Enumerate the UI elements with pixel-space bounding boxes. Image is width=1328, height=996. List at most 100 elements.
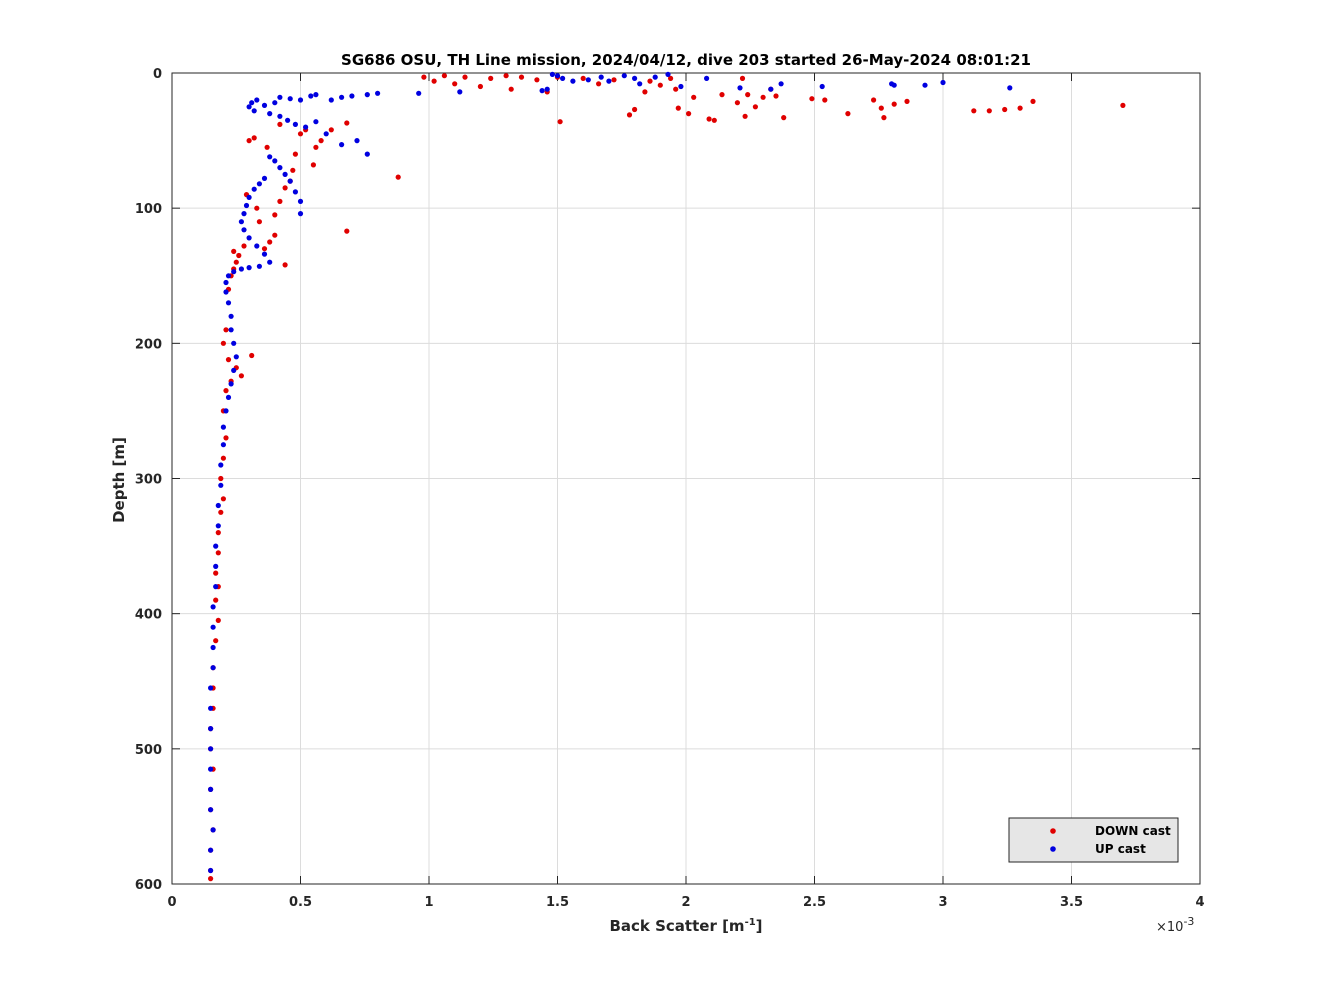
up-cast-point bbox=[297, 198, 304, 204]
down-cast-point bbox=[518, 74, 525, 80]
down-cast-point bbox=[223, 327, 229, 333]
down-cast-point bbox=[986, 108, 992, 114]
series-down-cast bbox=[208, 73, 1126, 882]
up-cast-point bbox=[678, 83, 684, 90]
down-cast-point bbox=[215, 530, 221, 536]
up-cast-point bbox=[223, 279, 229, 286]
up-cast-point bbox=[292, 189, 298, 195]
up-cast-point bbox=[208, 786, 214, 793]
up-cast-point bbox=[215, 502, 221, 509]
down-cast-point bbox=[220, 496, 226, 502]
down-cast-point bbox=[246, 138, 252, 144]
up-cast-point bbox=[292, 121, 298, 127]
up-cast-point bbox=[228, 313, 234, 319]
up-cast-point bbox=[375, 90, 381, 96]
up-cast-point bbox=[233, 354, 239, 360]
down-cast-point bbox=[318, 138, 324, 144]
down-cast-point bbox=[215, 617, 221, 624]
legend: DOWN cast UP cast bbox=[1008, 817, 1179, 863]
down-cast-point bbox=[218, 509, 224, 515]
up-cast-point bbox=[313, 92, 319, 98]
up-cast-point bbox=[225, 394, 232, 400]
up-cast-point bbox=[218, 482, 224, 488]
up-cast-point bbox=[544, 86, 550, 92]
down-cast-point bbox=[213, 638, 219, 644]
down-cast-point bbox=[745, 92, 751, 98]
up-cast-point bbox=[323, 131, 329, 137]
up-cast-point bbox=[303, 124, 309, 130]
down-cast-point bbox=[881, 115, 887, 121]
y-tick-label: 500 bbox=[135, 743, 162, 758]
down-cast-point bbox=[734, 100, 741, 106]
down-cast-point bbox=[557, 119, 563, 125]
up-cast-point bbox=[891, 82, 897, 88]
up-cast-point bbox=[267, 154, 273, 160]
legend-marker-up-cast bbox=[1050, 846, 1056, 852]
down-cast-point bbox=[642, 89, 648, 95]
up-cast-point bbox=[308, 93, 314, 99]
up-cast-point bbox=[287, 96, 293, 102]
up-cast-point bbox=[238, 266, 244, 272]
down-cast-point bbox=[691, 94, 697, 100]
up-cast-point bbox=[282, 171, 288, 177]
up-cast-point bbox=[267, 259, 273, 265]
down-cast-point bbox=[891, 101, 897, 107]
up-cast-point bbox=[364, 151, 370, 157]
up-cast-point bbox=[246, 235, 252, 241]
down-cast-point bbox=[752, 104, 759, 110]
down-cast-point bbox=[488, 75, 494, 81]
down-cast-point bbox=[739, 75, 746, 81]
up-cast-point bbox=[220, 424, 226, 430]
up-cast-point bbox=[208, 685, 214, 691]
down-cast-point bbox=[220, 340, 226, 346]
up-cast-point bbox=[210, 644, 216, 651]
up-cast-point bbox=[277, 113, 283, 119]
up-cast-point bbox=[364, 92, 370, 98]
down-cast-point bbox=[632, 106, 638, 113]
down-cast-point bbox=[719, 92, 725, 98]
y-tick-label: 400 bbox=[135, 608, 162, 623]
down-cast-point bbox=[277, 121, 283, 127]
up-cast-point bbox=[231, 340, 237, 346]
up-cast-point bbox=[254, 243, 260, 249]
up-cast-point bbox=[632, 75, 638, 81]
up-cast-point bbox=[213, 563, 219, 570]
x-tick-label: 4 bbox=[1195, 895, 1204, 910]
legend-label-down-cast: DOWN cast bbox=[1095, 824, 1171, 838]
chart-title: SG686 OSU, TH Line mission, 2024/04/12, … bbox=[341, 51, 1031, 69]
down-cast-point bbox=[344, 120, 350, 126]
up-cast-point bbox=[606, 78, 612, 84]
x-multiplier-base: ×10 bbox=[1156, 920, 1183, 935]
up-cast-point bbox=[225, 300, 232, 306]
down-cast-point bbox=[297, 131, 304, 137]
up-cast-point bbox=[246, 104, 252, 110]
up-cast-point bbox=[261, 251, 268, 257]
down-cast-point bbox=[534, 77, 540, 83]
down-cast-point bbox=[310, 162, 316, 168]
down-cast-point bbox=[477, 83, 483, 90]
up-cast-point bbox=[238, 219, 244, 225]
down-cast-point bbox=[344, 228, 350, 234]
down-cast-point bbox=[241, 243, 247, 249]
up-cast-point bbox=[220, 442, 226, 448]
down-cast-point bbox=[1120, 102, 1126, 108]
down-cast-point bbox=[254, 205, 260, 211]
up-cast-point bbox=[287, 178, 293, 184]
up-cast-point bbox=[208, 746, 214, 752]
y-tick-label: 300 bbox=[135, 473, 162, 488]
down-cast-point bbox=[611, 77, 617, 83]
up-cast-point bbox=[208, 807, 214, 813]
down-cast-point bbox=[452, 81, 458, 87]
up-cast-point bbox=[241, 227, 247, 233]
up-cast-point bbox=[1007, 85, 1013, 91]
up-cast-point bbox=[768, 86, 774, 92]
down-cast-point bbox=[249, 352, 255, 359]
down-cast-point bbox=[272, 232, 278, 238]
down-cast-point bbox=[267, 239, 273, 245]
down-cast-point bbox=[1030, 98, 1036, 104]
y-tick-label: 100 bbox=[135, 202, 162, 217]
up-cast-point bbox=[243, 202, 250, 209]
grid-lines bbox=[172, 73, 1200, 884]
scatter-points bbox=[208, 71, 1126, 882]
down-cast-point bbox=[742, 113, 748, 119]
